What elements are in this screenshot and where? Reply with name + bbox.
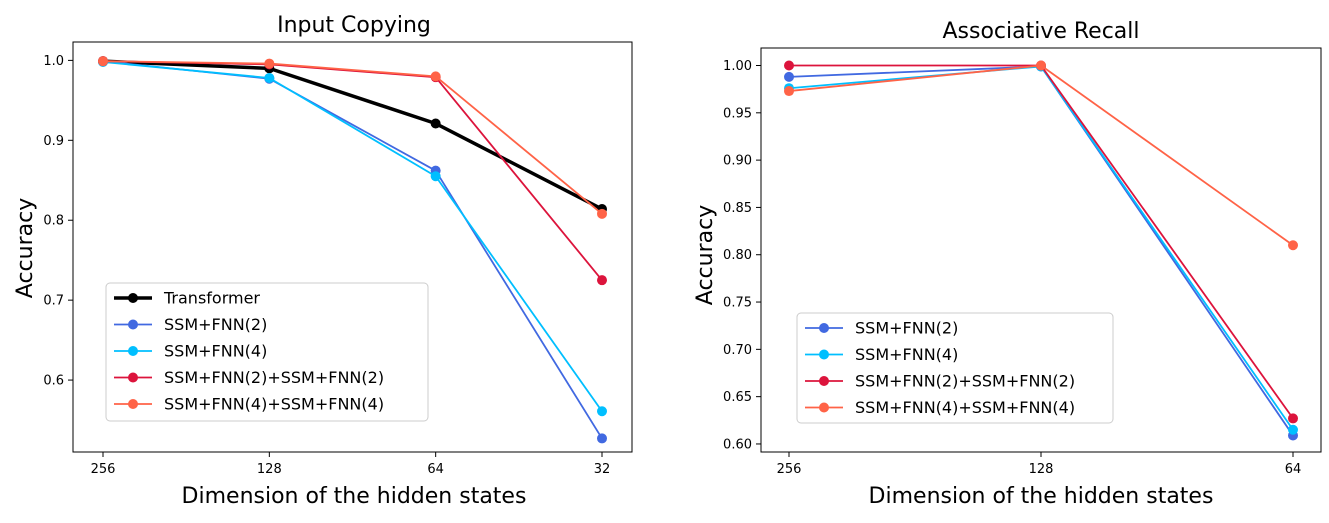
series-line — [102, 60, 603, 215]
plot-area: 256 128 64 32 0.6 0.7 0.8 0.9 1.0 — [43, 41, 633, 477]
data-point — [597, 433, 607, 444]
data-point — [784, 60, 794, 71]
y-axis-title: Accuracy — [13, 198, 38, 298]
legend-marker — [819, 349, 829, 360]
legend-marker — [819, 402, 829, 413]
legend-marker — [128, 399, 138, 409]
legend: Transformer SSM+FNN(2) SSM+FNN(4) SSM+FNN(2… — [105, 282, 429, 422]
y-tick-label: 0.75 — [723, 296, 752, 311]
data-point — [597, 406, 607, 417]
legend-label: SSM+FNN(4) — [855, 345, 958, 364]
data-point — [597, 275, 607, 286]
y-tick-label: 0.65 — [723, 390, 752, 405]
y-tick-label: 0.80 — [723, 248, 752, 263]
series-line — [788, 64, 1294, 247]
y-tick-label: 0.60 — [723, 437, 752, 452]
y-tick-label: 0.90 — [723, 154, 752, 169]
x-tick-label: 256 — [777, 462, 802, 477]
plot-area: 256 128 64 0.60 0.65 0.70 0.75 0.80 0.85 0.90 0.95… — [723, 47, 1322, 477]
legend-label: SSM+FNN(4)+SSM+FNN(4) — [164, 395, 384, 414]
x-tick-label: 128 — [1029, 462, 1054, 477]
y-tick-label: 0.7 — [43, 294, 64, 309]
y-tick-label: 0.9 — [43, 134, 64, 149]
legend-label: Transformer — [163, 289, 260, 308]
data-point — [98, 56, 108, 67]
y-tick-label: 0.95 — [723, 106, 752, 121]
data-point — [430, 171, 441, 182]
y-tick-label: 0.70 — [723, 343, 752, 358]
x-tick-label: 64 — [1285, 462, 1302, 477]
legend-label: SSM+FNN(2) — [164, 315, 267, 334]
legend-marker — [819, 323, 829, 333]
axes-frame — [72, 41, 633, 453]
y-tick-label: 1.0 — [43, 54, 64, 69]
legend-label: SSM+FNN(4) — [164, 342, 267, 361]
series-line — [102, 61, 603, 412]
legend-marker — [128, 372, 138, 383]
legend-marker — [819, 376, 829, 386]
chart-title: Input Copying — [277, 13, 431, 38]
data-point — [430, 118, 441, 129]
data-point — [597, 208, 607, 219]
x-tick-label: 64 — [427, 462, 444, 477]
data-point — [264, 72, 275, 83]
associative-recall-chart: Associative Recall Accuracy Dimension of… — [693, 19, 1322, 509]
legend-label: SSM+FNN(4)+SSM+FNN(4) — [855, 398, 1075, 417]
legend-label: SSM+FNN(2) — [855, 319, 958, 338]
legend-marker — [128, 293, 138, 303]
y-tick-label: 0.8 — [43, 214, 64, 229]
legend-marker — [128, 319, 138, 330]
x-tick-label: 128 — [257, 462, 282, 477]
data-point — [784, 86, 794, 97]
legend-label: SSM+FNN(2)+SSM+FNN(2) — [855, 372, 1075, 391]
x-tick-label: 32 — [594, 462, 611, 477]
y-axis-title: Accuracy — [693, 205, 718, 305]
x-axis-title: Dimension of the hidden states — [869, 484, 1214, 509]
y-tick-label: 0.6 — [43, 374, 64, 389]
data-point — [264, 58, 275, 69]
x-axis-title: Dimension of the hidden states — [182, 484, 527, 509]
legend-label: SSM+FNN(2)+SSM+FNN(2) — [164, 368, 384, 387]
legend-marker — [128, 346, 138, 356]
data-point — [1288, 413, 1298, 424]
y-tick-label: 1.00 — [723, 59, 752, 74]
legend-box — [105, 282, 429, 422]
legend: SSM+FNN(2) SSM+FNN(4) SSM+FNN(2)+SSM+FNN(2… — [796, 312, 1114, 424]
data-point — [1288, 240, 1298, 251]
data-point — [430, 71, 441, 82]
y-tick-label: 0.85 — [723, 201, 752, 216]
data-point — [1288, 424, 1298, 435]
data-point — [1036, 60, 1046, 71]
legend-box — [796, 312, 1114, 424]
input-copying-chart: Input Copying Accuracy Dimension of the … — [13, 13, 633, 509]
series-line — [102, 59, 603, 211]
x-tick-label: 256 — [91, 462, 116, 477]
chart-title: Associative Recall — [942, 19, 1139, 44]
data-point — [784, 71, 794, 82]
